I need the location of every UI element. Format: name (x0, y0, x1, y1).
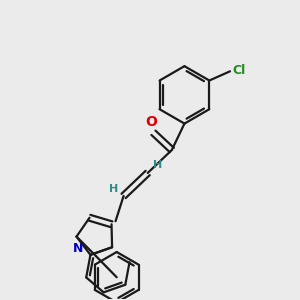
Text: H: H (109, 184, 119, 194)
Text: H: H (153, 160, 163, 170)
Text: N: N (73, 242, 83, 255)
Text: O: O (145, 115, 157, 129)
Text: Cl: Cl (233, 64, 246, 77)
